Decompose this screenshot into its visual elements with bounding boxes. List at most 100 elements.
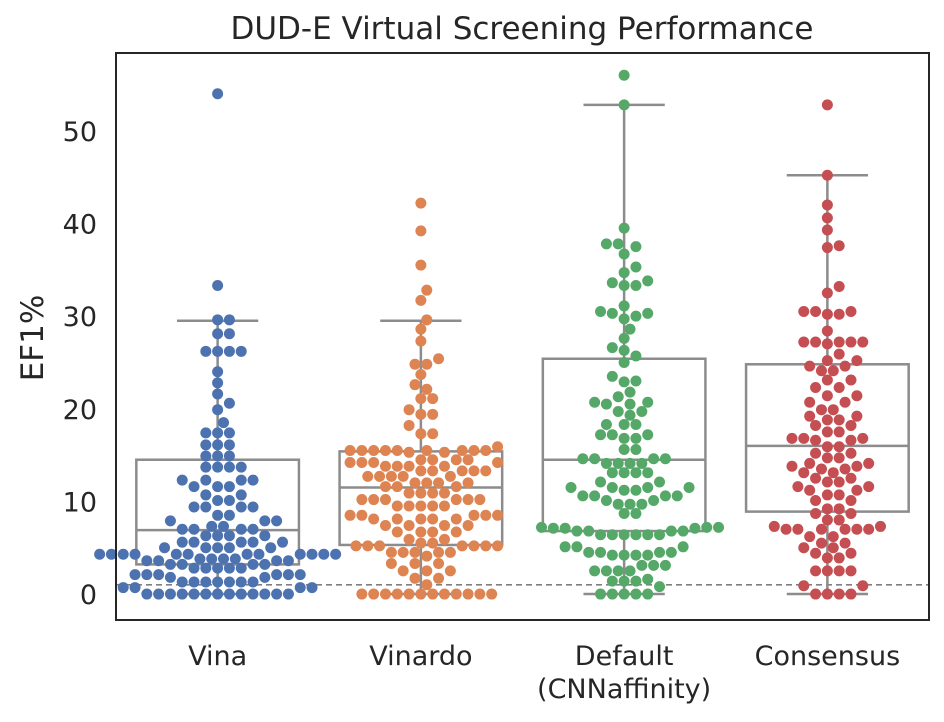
data-point xyxy=(456,540,468,552)
data-point xyxy=(851,410,863,422)
data-point xyxy=(665,546,677,558)
y-tick-label: 20 xyxy=(63,395,97,426)
data-point xyxy=(798,336,810,348)
data-point xyxy=(438,487,450,499)
data-point xyxy=(409,546,421,558)
data-point xyxy=(117,548,129,560)
data-point xyxy=(391,460,403,472)
data-point xyxy=(606,549,618,561)
data-point xyxy=(618,69,630,81)
data-point xyxy=(415,487,427,499)
data-point xyxy=(379,444,391,456)
data-point xyxy=(247,576,259,588)
data-point xyxy=(792,481,804,493)
data-point xyxy=(786,460,798,472)
data-point xyxy=(385,470,397,482)
data-point xyxy=(212,280,224,292)
data-point xyxy=(654,546,666,558)
data-point xyxy=(595,476,607,488)
data-point xyxy=(624,565,636,577)
data-point xyxy=(492,509,504,521)
data-point xyxy=(689,522,701,534)
data-point xyxy=(630,484,642,496)
data-point xyxy=(223,328,235,340)
data-point xyxy=(768,520,780,532)
data-point xyxy=(804,396,816,408)
data-point xyxy=(821,552,833,564)
data-point xyxy=(450,494,462,506)
data-point xyxy=(141,588,153,600)
plot-frame xyxy=(115,52,930,621)
data-point xyxy=(212,388,224,400)
data-point xyxy=(344,444,356,456)
plot-area: Vina Vinardo Default(CNNaffinity) Consensus… xyxy=(63,52,930,705)
data-point xyxy=(600,238,612,250)
data-point xyxy=(642,396,654,408)
data-point xyxy=(409,358,421,370)
data-point xyxy=(851,460,863,472)
data-point xyxy=(200,501,212,513)
data-point xyxy=(153,555,165,567)
data-point xyxy=(468,465,480,477)
data-point xyxy=(792,523,804,535)
data-point xyxy=(583,525,595,537)
data-point xyxy=(618,344,630,356)
data-point xyxy=(810,447,822,459)
data-point xyxy=(474,588,486,600)
data-point xyxy=(294,548,306,560)
data-point xyxy=(642,588,654,600)
data-point xyxy=(845,547,857,559)
data-point xyxy=(851,355,863,367)
data-point xyxy=(368,513,380,525)
data-point xyxy=(833,414,845,426)
data-point xyxy=(397,546,409,558)
data-point xyxy=(223,530,235,542)
data-point xyxy=(391,444,403,456)
data-point xyxy=(821,212,833,224)
data-point xyxy=(821,99,833,111)
data-point xyxy=(821,199,833,211)
data-point xyxy=(212,450,224,462)
data-point xyxy=(480,465,492,477)
data-point xyxy=(176,536,188,548)
data-point xyxy=(851,484,863,496)
data-point xyxy=(164,558,176,570)
data-point xyxy=(630,375,642,387)
data-point xyxy=(659,490,671,502)
data-point xyxy=(282,588,294,600)
data-point xyxy=(577,453,589,465)
data-point xyxy=(606,529,618,541)
data-point xyxy=(583,546,595,558)
data-point xyxy=(421,284,433,296)
data-point xyxy=(845,588,857,600)
data-point xyxy=(200,542,212,554)
data-point xyxy=(810,434,822,446)
data-point xyxy=(618,575,630,587)
data-point xyxy=(845,565,857,577)
data-point xyxy=(589,490,601,502)
data-point xyxy=(827,542,839,554)
data-point xyxy=(403,460,415,472)
data-point xyxy=(815,365,827,377)
data-point xyxy=(671,490,683,502)
x-tick-label: Consensus xyxy=(755,641,901,672)
data-point xyxy=(182,548,194,560)
data-point xyxy=(391,513,403,525)
data-point xyxy=(804,531,816,543)
data-point xyxy=(403,419,415,431)
data-point xyxy=(821,169,833,181)
data-point xyxy=(212,314,224,326)
data-point xyxy=(845,507,857,519)
data-point xyxy=(176,474,188,486)
data-point xyxy=(153,569,165,581)
data-point xyxy=(294,582,306,594)
data-point xyxy=(415,335,427,347)
data-point xyxy=(153,588,165,600)
data-point xyxy=(259,558,271,570)
data-point xyxy=(810,547,822,559)
data-point xyxy=(188,481,200,493)
data-point xyxy=(786,432,798,444)
data-point xyxy=(618,549,630,561)
data-point xyxy=(438,460,450,472)
data-point xyxy=(492,540,504,552)
